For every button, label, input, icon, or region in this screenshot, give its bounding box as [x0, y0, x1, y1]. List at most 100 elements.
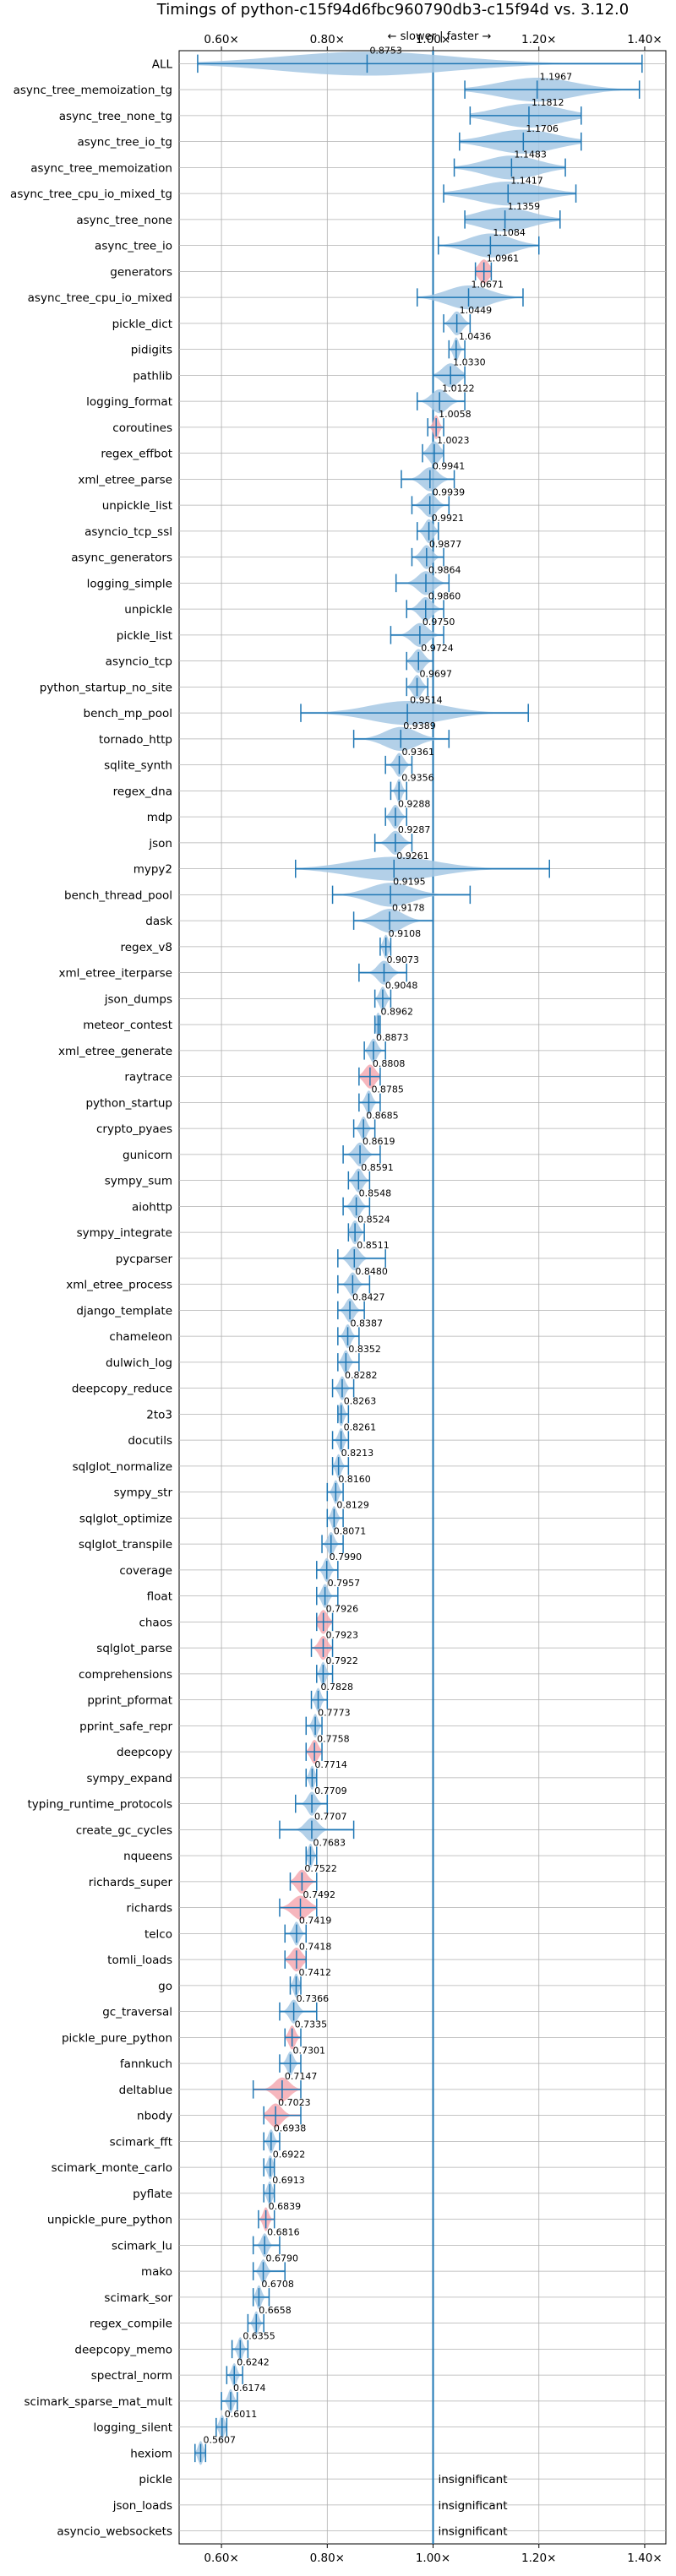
mean-value-label: 0.8071 [334, 1525, 367, 1536]
category-label: scimark_lu [112, 2239, 172, 2253]
mean-value-label: 0.9178 [392, 902, 425, 913]
mean-value-label: 0.9864 [428, 565, 461, 576]
category-label: scimark_monte_carlo [52, 2161, 172, 2175]
category-label: docutils [128, 1434, 172, 1448]
violins [194, 51, 643, 2544]
mean-value-label: 0.7366 [297, 1993, 330, 2004]
mean-value-label: 0.8619 [363, 1136, 395, 1147]
category-label: crypto_pyaes [96, 1122, 172, 1136]
category-label: sqlglot_parse [96, 1642, 172, 1655]
category-label: deepcopy_memo [74, 2343, 172, 2356]
mean-value-label: 1.0023 [437, 435, 470, 446]
x-tick-label-top: 1.20× [521, 33, 556, 46]
mean-value-label: 0.7714 [314, 1759, 347, 1770]
category-label: mypy2 [134, 863, 172, 877]
mean-value-label: 0.8685 [366, 1110, 399, 1121]
category-label: deltablue [119, 2084, 172, 2097]
category-label: async_tree_none_tg [59, 110, 172, 123]
direction-label: ← slower | faster → [388, 30, 492, 43]
category-label: json_loads [112, 2499, 172, 2513]
category-label: sympy_integrate [77, 1226, 172, 1240]
insignificant-label: insignificant [439, 2473, 508, 2486]
x-tick-label-bottom: 1.40× [627, 2552, 662, 2565]
category-label: 2to3 [146, 1408, 172, 1421]
category-label: richards_super [89, 1876, 173, 1889]
category-label: regex_effbot [101, 448, 172, 461]
category-label: xml_etree_process [66, 1279, 172, 1292]
mean-value-label: 0.8873 [376, 1032, 409, 1043]
category-label: gunicorn [123, 1149, 172, 1162]
mean-value-label: 1.0122 [442, 383, 475, 394]
mean-value-label: 0.7335 [295, 2019, 328, 2030]
category-label: pickle [139, 2473, 172, 2486]
category-label: json [148, 837, 172, 851]
category-label: spectral_norm [91, 2369, 172, 2383]
mean-value-label: 1.1417 [510, 175, 543, 186]
category-label: tomli_loads [107, 1954, 172, 1967]
mean-value-label: 1.1706 [526, 123, 559, 134]
category-label: async_tree_cpu_io_mixed_tg [10, 187, 172, 201]
mean-value-label: 1.1483 [514, 149, 547, 160]
mean-value-label: 0.9514 [410, 694, 442, 705]
mean-value-label: 0.8160 [338, 1474, 371, 1485]
category-label: ALL [152, 57, 173, 71]
category-label: pickle_list [117, 629, 172, 643]
mean-value-label: 1.0961 [487, 253, 520, 264]
category-label: typing_runtime_protocols [28, 1798, 173, 1812]
mean-value-label: 0.7147 [285, 2071, 318, 2082]
mean-value-label: 0.7922 [325, 1655, 358, 1666]
x-tick-label-bottom: 0.80× [310, 2552, 345, 2565]
category-label: regex_dna [113, 785, 172, 798]
mean-value-label: 1.0330 [453, 357, 486, 368]
mean-value-label: 0.6708 [261, 2279, 294, 2290]
mean-value-label: 0.8129 [336, 1500, 369, 1511]
category-label: sqlglot_optimize [79, 1512, 172, 1525]
category-label: nbody [137, 2110, 172, 2123]
mean-value-label: 0.8261 [344, 1421, 377, 1432]
category-labels: ALL 0.8753 async_tree_memoization_tg 1.1967… [10, 46, 572, 2539]
mean-value-label: 0.6790 [266, 2253, 299, 2264]
mean-value-label: 0.6355 [243, 2331, 275, 2342]
mean-value-label: 0.7492 [303, 1889, 335, 1900]
x-tick-label-top: 0.60× [204, 33, 238, 46]
category-label: pickle_pure_python [62, 2031, 172, 2045]
mean-value-label: 0.9860 [428, 590, 461, 601]
category-label: async_tree_none [76, 214, 172, 227]
mean-value-label: 0.9195 [393, 877, 426, 888]
mean-value-label: 0.9877 [429, 539, 462, 550]
mean-value-label: 1.0449 [460, 305, 493, 316]
plot-area [178, 50, 667, 2545]
category-label: unpickle_list [102, 499, 172, 513]
category-label: raytrace [124, 1071, 172, 1084]
category-label: xml_etree_iterparse [59, 967, 173, 981]
category-label: sqlglot_transpile [79, 1538, 172, 1552]
x-tick-label-bottom: 1.00× [416, 2552, 450, 2565]
category-label: pprint_safe_repr [79, 1720, 172, 1733]
mean-value-label: 1.1967 [540, 71, 573, 82]
category-label: aiohttp [132, 1200, 172, 1214]
mean-value-label: 0.9073 [386, 954, 419, 965]
mean-value-label: 0.6011 [225, 2409, 258, 2420]
category-label: pycparser [116, 1253, 173, 1266]
x-tick-label-top: 1.00× [416, 33, 450, 46]
mean-value-label: 0.8387 [351, 1318, 384, 1329]
category-label: xml_etree_generate [58, 1045, 172, 1058]
mean-value-label: 0.9288 [398, 798, 431, 809]
mean-value-label: 0.9941 [433, 461, 466, 472]
mean-value-label: 0.8548 [359, 1188, 392, 1199]
mean-value-label: 0.8427 [352, 1292, 385, 1303]
category-label: comprehensions [79, 1668, 172, 1682]
mean-value-label: 0.8962 [381, 1006, 414, 1017]
category-label: mdp [147, 811, 172, 824]
mean-value-label: 0.7923 [325, 1629, 358, 1640]
category-label: asyncio_tcp [106, 655, 172, 669]
mean-value-label: 0.5607 [203, 2435, 236, 2446]
category-label: python_startup [85, 1096, 172, 1110]
category-label: richards [127, 1902, 172, 1916]
x-axis-ticks: 0.60× 0.60× 0.80× 0.80× 1.00× 1.00× 1.20× 1.20×… [204, 33, 662, 2565]
category-label: xml_etree_parse [78, 473, 172, 486]
mean-value-label: 1.1812 [532, 97, 564, 108]
category-label: async_tree_io [95, 240, 172, 253]
mean-value-label: 0.8785 [371, 1084, 404, 1095]
